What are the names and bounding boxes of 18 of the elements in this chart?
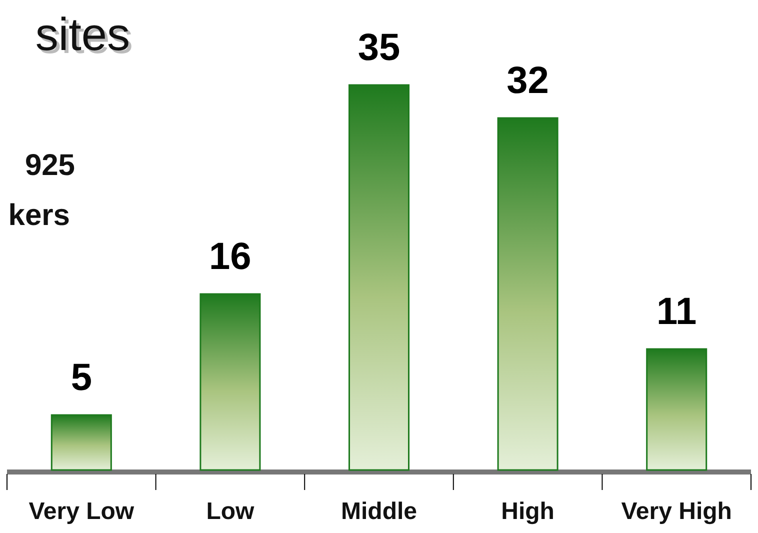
bar xyxy=(497,117,558,471)
x-tick-label: High xyxy=(501,498,554,526)
data-label: 16 xyxy=(209,236,252,278)
annotation: kers xyxy=(8,199,70,232)
chart-title: sites xyxy=(35,8,130,60)
bar xyxy=(348,84,410,471)
data-label: 32 xyxy=(506,60,549,102)
bar xyxy=(200,293,261,471)
x-tick-label: Low xyxy=(206,498,255,526)
data-label: 11 xyxy=(656,291,697,333)
bar xyxy=(50,414,112,471)
x-tick-label: Middle xyxy=(341,498,417,526)
bar xyxy=(646,348,708,471)
data-label: 5 xyxy=(70,357,92,399)
annotation: 925 xyxy=(24,149,75,182)
data-label: 35 xyxy=(358,27,400,69)
x-tick-label: Very High xyxy=(621,498,732,526)
x-tick-label: Very Low xyxy=(28,498,134,526)
